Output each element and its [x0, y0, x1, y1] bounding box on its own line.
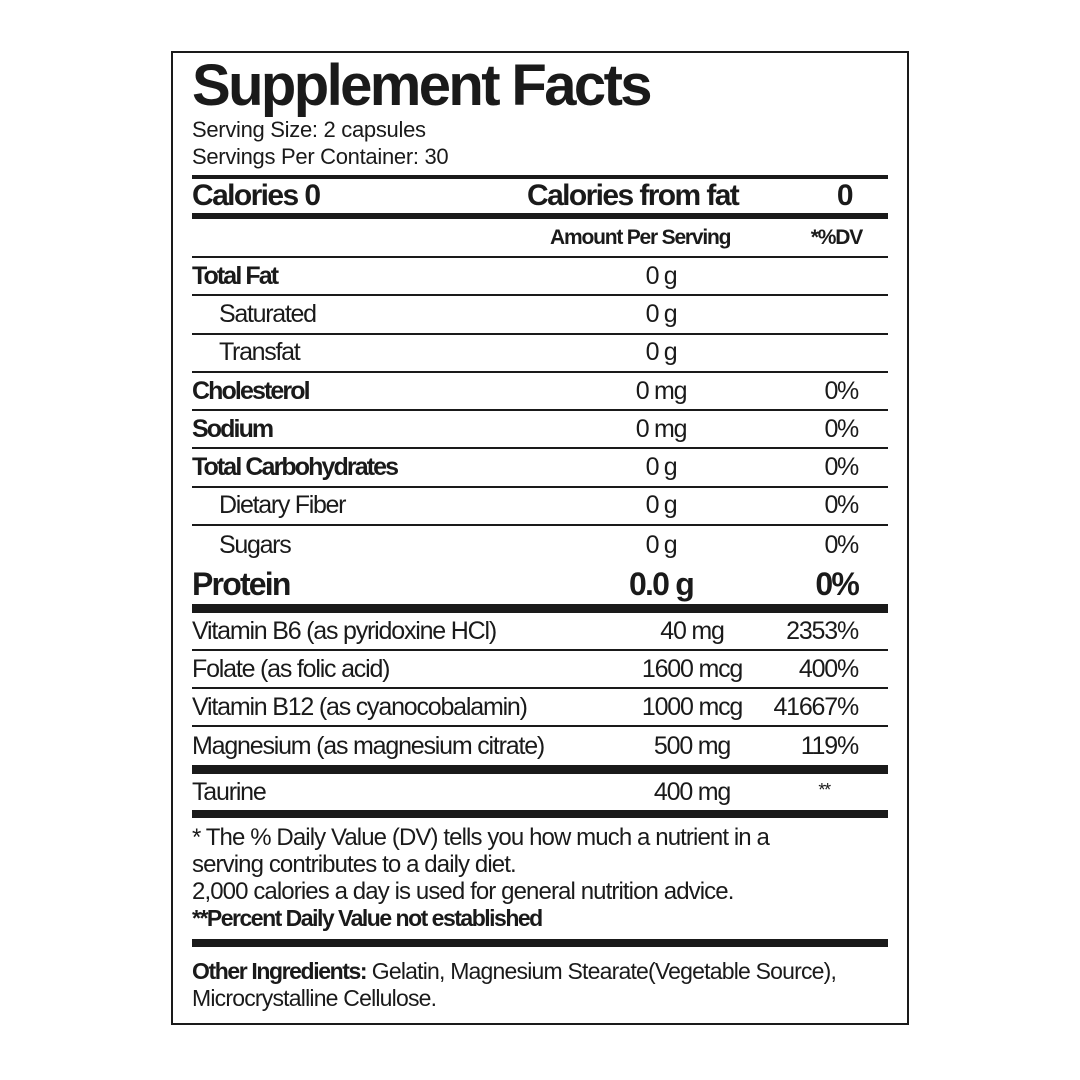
- nutrient-row: Dietary Fiber 0 g 0%: [192, 488, 888, 527]
- label-border: [171, 51, 909, 1025]
- vitamin-row: Magnesium (as magnesium citrate) 500 mg …: [192, 727, 888, 765]
- nutrient-name: Transfat: [219, 338, 301, 367]
- vitamin-row: Folate (as folic acid) 1600 mcg 400%: [192, 651, 888, 690]
- other-ingredients-text: Microcrystalline Cellulose.: [192, 985, 437, 1012]
- footnotes: * The % Daily Value (DV) tells you how m…: [192, 824, 888, 932]
- nutrient-amount: 0 g: [645, 299, 678, 328]
- vitamin-dv: 119%: [800, 731, 860, 760]
- divider: [192, 765, 888, 775]
- vitamin-dv: 2353%: [786, 616, 859, 645]
- nutrient-dv: 0%: [824, 376, 859, 405]
- footnote: 2,000 calories a day is used for general…: [192, 878, 734, 906]
- dv-header: *%DV: [810, 225, 863, 249]
- protein-dv: 0%: [815, 565, 859, 602]
- footnote: * The % Daily Value (DV) tells you how m…: [192, 824, 770, 852]
- vitamin-row: Vitamin B6 (as pyridoxine HCl) 40 mg 235…: [192, 613, 888, 652]
- taurine-name: Taurine: [192, 777, 267, 806]
- divider: [192, 604, 888, 614]
- nutrient-dv: 0%: [824, 491, 859, 520]
- vitamin-amount: 1000 mcg: [641, 692, 743, 721]
- taurine-dv: **: [818, 780, 831, 801]
- nutrient-row: Total Fat 0 g: [192, 258, 888, 297]
- vitamin-amount: 40 mg: [660, 616, 725, 645]
- nutrient-amount: 0 mg: [635, 414, 688, 443]
- divider: [192, 213, 888, 219]
- other-ingredients-label: Other Ingredients:: [192, 958, 368, 985]
- nutrient-amount: 0 g: [645, 530, 678, 559]
- divider: [192, 939, 888, 948]
- protein-name: Protein: [192, 565, 291, 602]
- nutrient-row: Total Carbohydrates 0 g 0%: [192, 449, 888, 488]
- nutrient-dv: 0%: [824, 453, 859, 482]
- vitamin-name: Vitamin B6 (as pyridoxine HCl): [192, 616, 497, 645]
- footnote: serving contributes to a daily diet.: [192, 851, 517, 879]
- nutrient-amount: 0 g: [645, 491, 678, 520]
- taurine-amount: 400 mg: [653, 777, 731, 806]
- vitamin-row: Vitamin B12 (as cyanocobalamin) 1000 mcg…: [192, 689, 888, 728]
- divider: [192, 810, 888, 819]
- nutrient-row: Transfat 0 g: [192, 335, 888, 373]
- column-header: Amount Per Serving *%DV: [192, 219, 888, 258]
- nutrient-name: Cholesterol: [192, 376, 311, 405]
- nutrient-amount: 0 g: [645, 453, 678, 482]
- nutrient-name: Saturated: [219, 299, 317, 328]
- nutrient-amount: 0 mg: [635, 376, 688, 405]
- footnote: **Percent Daily Value not established: [192, 905, 543, 932]
- vitamin-amount: 500 mg: [653, 731, 731, 760]
- other-ingredients-text: Gelatin, Magnesium Stearate(Vegetable So…: [366, 958, 837, 985]
- nutrient-name: Total Carbohydrates: [192, 453, 399, 482]
- nutrient-row: Cholesterol 0 mg 0%: [192, 373, 888, 412]
- serving-size: Serving Size: 2 capsules: [192, 117, 426, 142]
- nutrient-name: Sugars: [219, 530, 292, 559]
- protein-row: Protein 0.0 g 0%: [192, 564, 888, 604]
- nutrient-amount: 0 g: [645, 338, 678, 367]
- calories-from-fat-label: Calories from fat: [527, 179, 740, 212]
- nutrient-dv: 0%: [824, 530, 859, 559]
- nutrient-row: Saturated 0 g: [192, 296, 888, 335]
- vitamin-name: Magnesium (as magnesium citrate): [192, 731, 545, 760]
- calories-from-fat-value: 0: [836, 179, 854, 212]
- other-ingredients: Other Ingredients: Gelatin, Magnesium St…: [192, 958, 888, 1012]
- calories: Calories 0: [192, 179, 321, 212]
- nutrient-name: Dietary Fiber: [219, 491, 347, 520]
- vitamin-amount: 1600 mcg: [641, 654, 743, 683]
- nutrient-row: Sugars 0 g 0%: [192, 526, 888, 564]
- nutrient-name: Sodium: [192, 414, 274, 443]
- vitamin-dv: 400%: [798, 654, 859, 683]
- taurine-row: Taurine 400 mg **: [192, 774, 888, 810]
- divider: [192, 175, 888, 179]
- nutrient-row: Sodium 0 mg 0%: [192, 411, 888, 450]
- amount-header: Amount Per Serving: [550, 225, 731, 249]
- vitamin-name: Folate (as folic acid): [192, 654, 390, 683]
- panel-title: Supplement Facts: [192, 53, 653, 118]
- servings-per-container: Servings Per Container: 30: [192, 144, 449, 169]
- calories-row: Calories 0 Calories from fat 0: [192, 179, 888, 213]
- nutrient-dv: 0%: [824, 414, 859, 443]
- vitamin-dv: 41667%: [773, 692, 859, 721]
- vitamin-name: Vitamin B12 (as cyanocobalamin): [192, 692, 528, 721]
- protein-amount: 0.0 g: [629, 565, 695, 602]
- supplement-facts-panel: Supplement Facts Serving Size: 2 capsule…: [192, 53, 888, 1012]
- nutrient-name: Total Fat: [192, 261, 279, 290]
- nutrient-amount: 0 g: [645, 261, 678, 290]
